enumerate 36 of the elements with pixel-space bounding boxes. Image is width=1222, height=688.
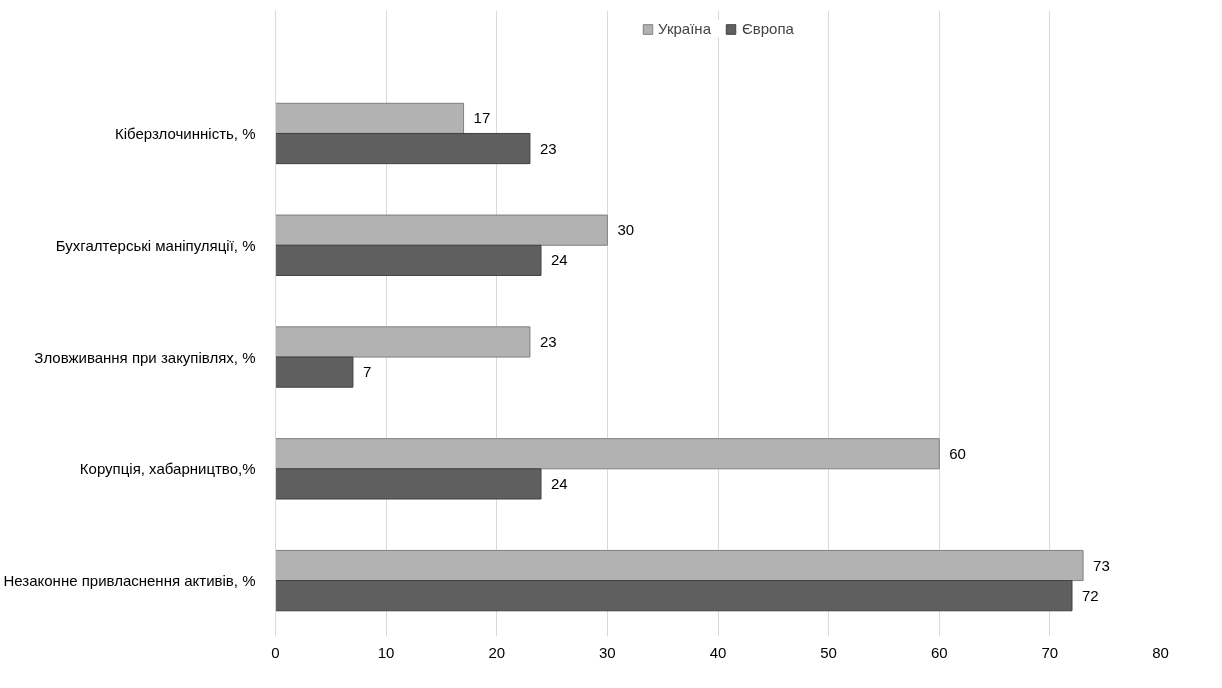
x-tick-label: 40 [709,643,727,661]
y-tick-label: Кіберзлочинність, % [114,124,256,142]
data-label: 60 [949,444,966,462]
bar [275,468,542,500]
data-label: 23 [539,139,557,157]
bar [275,549,1084,582]
x-tick-label: 50 [820,643,837,661]
data-label: 17 [473,109,491,127]
data-label: 72 [1082,586,1099,604]
data-label: 23 [539,332,557,350]
bar [275,132,531,165]
legend-label: Україна [658,20,711,37]
x-tick-label: 60 [930,643,948,661]
bar [275,326,531,358]
x-tick-label: 80 [1152,643,1169,661]
data-label: 7 [362,363,372,381]
bar [275,214,608,246]
y-tick-label: Корупція, хабарництво,% [79,460,256,478]
data-label: 30 [617,221,635,239]
bar [275,580,1073,612]
bar [275,438,940,470]
data-label: 24 [551,251,568,269]
data-label: 24 [551,474,568,492]
bar [275,356,354,388]
data-label: 73 [1093,556,1110,574]
x-tick-label: 70 [1041,643,1059,661]
x-tick-label: 30 [599,643,616,661]
y-tick-label: Бухгалтерські маніпуляції, % [55,236,256,254]
bar [275,102,465,134]
x-tick-label: 10 [377,643,395,661]
legend-label: Європа [742,20,794,37]
y-tick-label: Незаконне привласнення активів, % [3,572,256,590]
bar [275,244,542,276]
x-tick-label: 0 [271,643,280,661]
x-tick-label: 20 [488,643,506,661]
y-tick-label: Зловживання при закупівлях, % [34,348,256,366]
